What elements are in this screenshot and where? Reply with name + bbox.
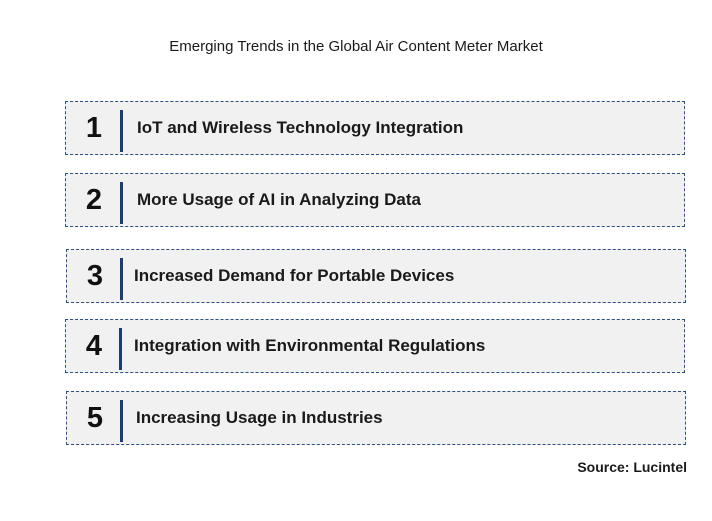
trend-item-1: 1 IoT and Wireless Technology Integratio… — [65, 101, 685, 155]
diagram-title: Emerging Trends in the Global Air Conten… — [0, 38, 712, 55]
trend-number: 3 — [86, 259, 104, 292]
trend-label: IoT and Wireless Technology Integration — [137, 118, 464, 137]
trend-item-2: 2 More Usage of AI in Analyzing Data — [65, 173, 685, 227]
trend-number: 1 — [85, 111, 103, 144]
trend-label: Increased Demand for Portable Devices — [134, 266, 455, 285]
trend-divider — [120, 400, 123, 442]
source-label: Source: Lucintel — [577, 459, 687, 475]
trend-label: Integration with Environmental Regulatio… — [134, 336, 486, 355]
trend-divider — [120, 110, 123, 152]
trend-number: 4 — [85, 329, 103, 362]
diagram-title-text: Emerging Trends in the Global Air Conten… — [169, 38, 543, 55]
trend-label: Increasing Usage in Industries — [136, 408, 383, 427]
trend-label: More Usage of AI in Analyzing Data — [137, 190, 422, 209]
trend-divider — [120, 182, 123, 224]
trend-divider — [119, 328, 122, 370]
trend-item-5: 5 Increasing Usage in Industries — [66, 391, 686, 445]
trend-item-4: 4 Integration with Environmental Regulat… — [65, 319, 685, 373]
trend-number: 2 — [85, 183, 103, 216]
trend-number: 5 — [86, 401, 104, 434]
trend-divider — [120, 258, 123, 300]
trend-item-3: 3 Increased Demand for Portable Devices — [66, 249, 686, 303]
